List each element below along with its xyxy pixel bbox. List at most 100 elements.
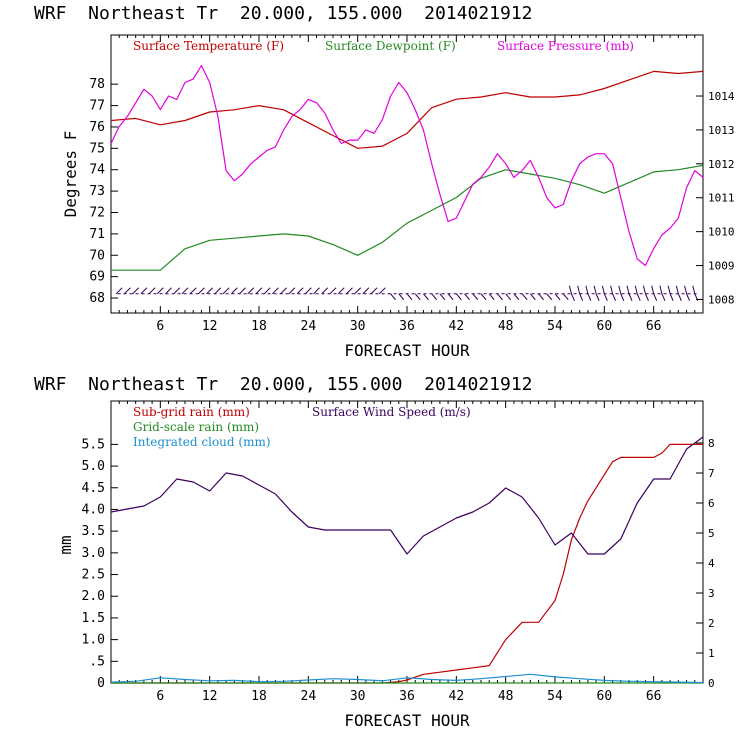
x-tick-label: 24 [301,319,317,334]
panel2-y-axis-label: mm [56,535,75,554]
x-tick-label: 18 [251,689,267,704]
y2-tick-label: 4 [708,557,715,570]
y2-tick-label: 0 [708,677,715,690]
wind-barb [313,287,320,295]
x-tick-label: 66 [646,319,662,334]
wind-barb [642,285,649,301]
y-tick-label: 2.5 [82,568,105,583]
wind-barb [513,293,520,301]
x-tick-label: 48 [498,319,514,334]
wind-barb [505,293,512,301]
y2-tick-label: 3 [708,587,715,600]
wind-barb [165,287,172,295]
wind-barb [115,287,123,295]
y-tick-label: 1.5 [82,611,105,626]
x-tick-label: 24 [301,689,317,704]
panel-precipitation: WRF Northeast Tr 20.000, 155.000 2014021… [34,374,715,730]
y-tick-label: 71 [89,227,105,242]
wind-barb [472,293,479,301]
wind-barb [263,287,271,295]
wind-barb [398,293,405,301]
x-tick-label: 6 [156,689,164,704]
panel2-x-ticks: 6 12 18 24 30 36 42 48 54 60 66 [118,401,696,704]
wind-barb [255,287,263,295]
panel2-y2-ticks: 0 1 2 3 4 5 6 7 8 [696,437,715,690]
x-tick-label: 66 [646,689,662,704]
panel1-wind-barbs [115,285,699,301]
wind-barb [447,293,454,301]
wind-barb [634,285,641,301]
wind-barb [538,293,544,301]
wind-barb [132,287,140,295]
x-tick-label: 54 [547,689,563,704]
panel-temperature: WRF Northeast Tr 20.000, 155.000 2014021… [34,3,735,360]
x-tick-label: 60 [597,319,613,334]
wind-barb [296,287,304,295]
wind-barb [198,287,205,295]
wind-barb [488,293,495,301]
y2-tick-label: 6 [708,497,715,510]
wind-barb [140,287,148,295]
wind-barb [651,285,658,301]
wind-barb [568,285,575,301]
y-tick-label: 70 [89,248,105,263]
wind-barb [406,293,413,301]
x-tick-label: 30 [350,319,366,334]
panel1-title: WRF Northeast Tr 20.000, 155.000 2014021… [34,3,533,24]
wind-barb [546,293,553,301]
wind-barb [692,285,699,301]
wind-barb [431,293,438,301]
panel2-legend-subgrid-rain: Sub-grid rain (mm) [133,405,250,419]
wind-barb [529,293,536,301]
wind-barb [189,287,197,295]
wind-barb [585,285,592,301]
x-tick-label: 42 [449,689,465,704]
wind-barb [497,293,503,301]
y2-tick-label: 2 [708,617,715,630]
y-tick-label: 77 [89,99,105,114]
wind-barb [601,285,608,301]
y-tick-label: 4.5 [82,481,105,496]
wind-barb [480,293,487,301]
panel2-y-ticks: 0 .5 1.0 1.5 2.0 2.5 3.0 3.5 4.0 4.5 5.0 5.5 [82,437,118,691]
wind-barb [230,287,238,295]
x-tick-label: 36 [399,689,415,704]
wind-barb [206,287,214,295]
wind-barb [684,285,691,301]
x-tick-label: 6 [156,319,164,334]
wind-barb [659,285,666,301]
x-tick-label: 42 [449,319,465,334]
wind-barb [618,285,625,301]
panel2-series [110,436,704,684]
wind-barb [156,287,164,295]
y2-tick-label: 1008 [708,293,735,306]
panel1-series [110,64,704,271]
wind-barb [562,293,569,301]
y2-tick-label: 8 [708,437,715,450]
y-tick-label: 1.0 [82,633,105,648]
wind-barb [370,287,378,295]
wind-barb [148,287,156,295]
y-tick-label: 69 [89,270,105,285]
y2-tick-label: 1010 [708,226,735,239]
wind-barb [214,287,222,295]
series-line-surface-temperature-f [110,70,704,149]
wind-barb [439,293,446,301]
y2-tick-label: 7 [708,467,715,480]
y2-tick-label: 1 [708,647,715,660]
y2-tick-label: 5 [708,527,715,540]
y-tick-label: 72 [89,205,105,220]
wind-barb [423,293,429,301]
panel2-legend-wind-speed: Surface Wind Speed (m/s) [312,405,471,419]
wind-barb [346,287,353,295]
panel1-legend-dewpoint: Surface Dewpoint (F) [325,39,456,53]
wind-barb [337,287,345,295]
panel1-legend-temperature: Surface Temperature (F) [133,39,284,53]
wind-barb [247,287,255,295]
x-tick-label: 60 [597,689,613,704]
panel1-legend-pressure: Surface Pressure (mb) [497,39,634,53]
wind-barb [124,287,131,295]
series-line-surface-pressure-mb [110,64,704,267]
series-line-sub-grid-rain-mm [111,443,703,684]
